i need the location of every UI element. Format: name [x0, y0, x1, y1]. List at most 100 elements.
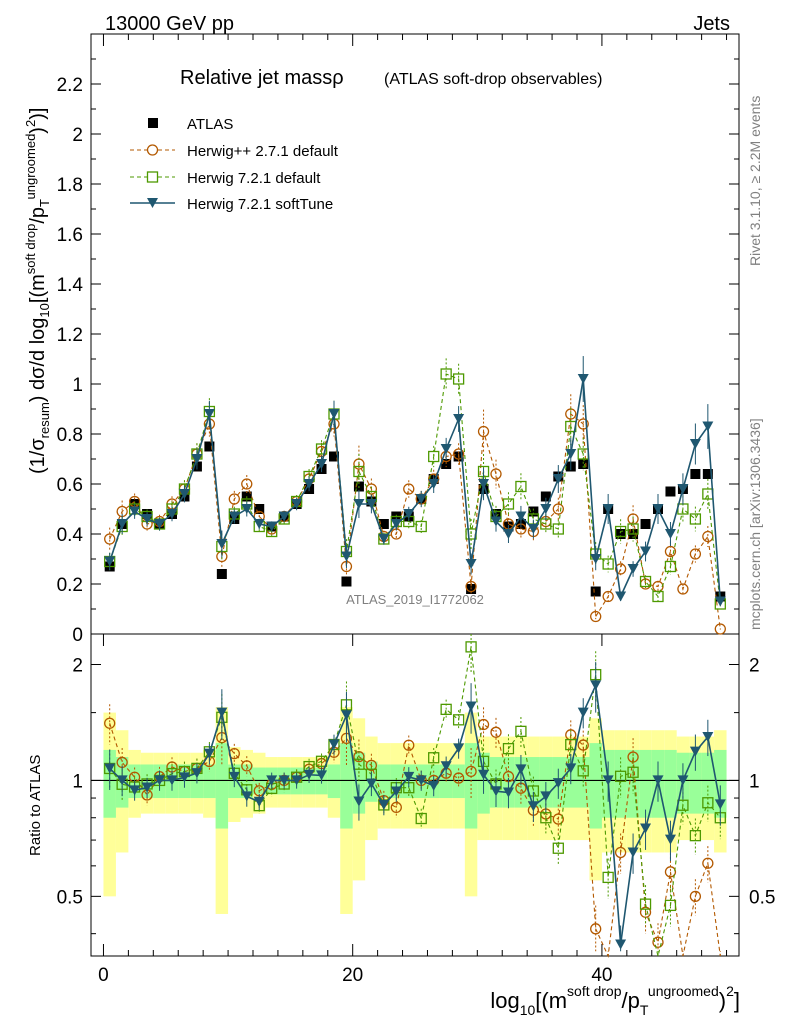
data-point-h7s [141, 514, 153, 524]
data-point-h7s [291, 499, 303, 509]
main-ytick-label: 1.6 [57, 225, 83, 246]
series-line-h7s [108, 378, 722, 602]
ratio-point-h7s [652, 775, 664, 786]
ratio-line-h7s [109, 682, 722, 945]
data-point-h7s [478, 479, 490, 489]
ratio-point-h7s [203, 748, 215, 759]
data-point-h7d [664, 560, 677, 573]
ratio-point-h7s [216, 707, 228, 718]
ratio-point-hpp [390, 801, 402, 814]
ratio-point-h7d [689, 830, 702, 842]
ratio-point-h7d [440, 703, 452, 716]
main-ytick-label: 2 [72, 125, 83, 146]
data-point-hpp [365, 483, 378, 495]
series-line-hpp [109, 412, 721, 630]
ratio-point-h7s [428, 780, 440, 791]
data-point-hpp [714, 623, 726, 635]
ratio-plot-frame [90, 633, 740, 957]
ratio-series-layer [104, 634, 726, 959]
legend-marker-atlas [148, 118, 158, 128]
ratio-point-hpp [689, 890, 702, 902]
data-point-h7d [353, 465, 365, 478]
data-point-h7s [353, 499, 365, 509]
data-point-h7s [415, 494, 427, 504]
ratio-band-inner [215, 743, 229, 829]
ratio-ytick-label: 0.5 [57, 887, 83, 908]
data-point-h7s [253, 519, 265, 529]
ratio-point-h7d [465, 641, 477, 653]
ratio-point-h7s [602, 775, 614, 786]
data-point-hpp [627, 513, 639, 525]
data-point-hpp [689, 548, 702, 560]
ratio-point-h7d [627, 766, 639, 778]
data-point-h7d [614, 525, 627, 538]
ratio-point-h7d [502, 742, 515, 755]
ratio-point-h7d [540, 812, 552, 824]
ratio-point-h7s [502, 787, 514, 798]
legend-label-hpp: Herwig++ 2.7.1 default [187, 143, 339, 160]
ratio-point-h7s [228, 771, 240, 782]
ratio-band-inner [664, 749, 677, 818]
ratio-point-hpp [614, 846, 627, 859]
ratio-ytick-label-right: 2 [749, 655, 760, 676]
data-point-hpp [552, 503, 564, 515]
ratio-point-h7d [614, 770, 627, 782]
legend-label-atlas: ATLAS [187, 116, 233, 133]
data-point-h7s [303, 479, 315, 489]
data-point-h7s [365, 499, 377, 509]
data-point-h7s [565, 449, 577, 459]
data-point-h7s [104, 556, 116, 567]
ratio-band-inner [327, 764, 341, 799]
ratio-point-hpp [104, 717, 116, 729]
data-point-h7d [552, 523, 564, 535]
ratio-point-hpp [652, 936, 664, 948]
data-point-atlas [540, 491, 551, 502]
data-point-h7s [627, 564, 639, 574]
main-ytick-label: 2.2 [57, 75, 83, 96]
ratio-point-h7s [191, 768, 203, 779]
data-point-atlas [665, 486, 676, 497]
data-point-hpp [477, 425, 490, 438]
data-point-h7s [490, 516, 502, 527]
series-line-h7d [109, 373, 721, 605]
ratio-point-h7s [565, 763, 577, 774]
data-point-atlas [615, 529, 626, 539]
data-point-hpp [677, 583, 689, 595]
ratio-point-h7s [490, 786, 502, 797]
ratio-band-inner [639, 749, 652, 818]
data-point-h7s [615, 591, 627, 602]
legend-item-h7d: Herwig 7.2.1 default [130, 170, 321, 187]
data-point-h7s [502, 529, 514, 539]
ratio-point-h7s [141, 782, 153, 793]
ratio-point-hpp [465, 765, 477, 778]
ratio-band-inner [377, 764, 391, 799]
data-point-hpp [652, 580, 664, 593]
main-ytick-label: 0.4 [57, 525, 84, 546]
ratio-point-h7s [478, 769, 490, 780]
ratio-point-h7d [602, 871, 614, 884]
legend-label-h7d: Herwig 7.2.1 default [187, 170, 321, 187]
legend-marker-h7s [147, 198, 158, 208]
ratio-ytick-label: 2 [72, 655, 83, 676]
data-point-h7s [640, 546, 652, 557]
data-point-h7s [602, 504, 614, 514]
ratio-ytick-label: 1 [72, 771, 83, 792]
ratio-point-hpp [365, 759, 378, 771]
ratio-point-hpp [664, 866, 677, 878]
ratio-point-h7s [328, 739, 340, 750]
ratio-band-inner [614, 749, 627, 818]
ratio-point-hpp [552, 813, 564, 825]
data-point-h7s [340, 551, 352, 562]
data-point-h7s [428, 479, 440, 489]
ratio-point-h7s [266, 775, 278, 786]
legend-item-atlas: ATLAS [148, 116, 233, 133]
rivet-version-label: Rivet 3.1.10, ≥ 2.2M events [747, 96, 763, 266]
data-point-atlas [578, 459, 589, 469]
ratio-point-h7s [316, 770, 328, 781]
ratio-point-h7s [689, 746, 701, 757]
ratio-point-h7s [627, 847, 639, 858]
data-point-h7s [203, 409, 215, 419]
xtick-label: 20 [342, 965, 363, 986]
xtick-label: 0 [98, 965, 109, 986]
data-point-h7s [714, 596, 726, 607]
